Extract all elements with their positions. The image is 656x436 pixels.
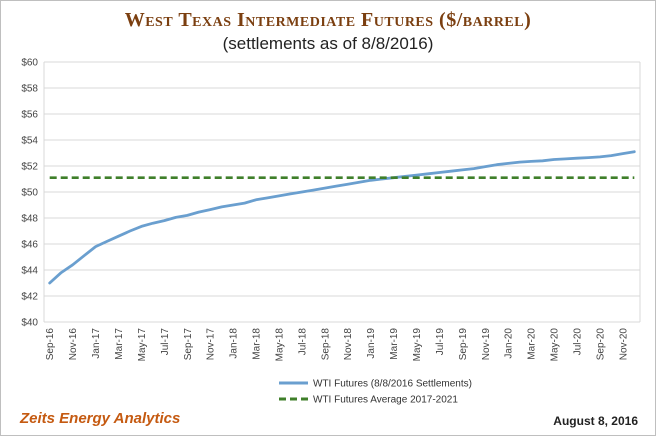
legend-label-average: WTI Futures Average 2017-2021: [313, 395, 458, 406]
y-axis-ticks: $40 $42 $44 $46 $48 $50 $52 $54 $56 $58 $60: [21, 58, 38, 329]
x-axis-ticks: Sep-16 Nov-16 Jan-17 Mar-17 May-17 Jul-17 Sep-…: [45, 328, 629, 362]
gridlines: [43, 61, 641, 323]
y-tick-label: $40: [21, 318, 38, 329]
series-lines: [48, 150, 636, 285]
x-tick-label: May-20: [550, 328, 561, 362]
x-tick-label: Mar-18: [252, 328, 263, 360]
y-tick-label: $44: [21, 266, 38, 277]
x-tick-label: May-19: [412, 328, 423, 362]
x-tick-label: Jan-17: [91, 328, 102, 359]
chart-subtitle: (settlements as of 8/8/2016): [222, 34, 434, 53]
y-tick-label: $56: [21, 110, 38, 121]
x-tick-label: Jul-19: [435, 328, 446, 356]
x-tick-label: Mar-19: [389, 328, 400, 360]
x-tick-label: Jul-20: [572, 328, 583, 356]
y-tick-label: $46: [21, 240, 38, 251]
x-tick-label: Nov-17: [206, 328, 217, 361]
wti-futures-line: [48, 150, 636, 285]
y-tick-label: $60: [21, 58, 38, 69]
x-tick-label: May-17: [137, 328, 148, 362]
x-tick-label: Nov-19: [481, 328, 492, 361]
legend-label-futures: WTI Futures (8/8/2016 Settlements): [313, 379, 472, 390]
y-tick-label: $52: [21, 162, 38, 173]
y-tick-label: $48: [21, 214, 38, 225]
x-tick-label: Jan-19: [366, 328, 377, 359]
x-tick-label: Jan-20: [504, 328, 515, 359]
chart-title: West Texas Intermediate Futures ($/barre…: [124, 9, 532, 31]
x-tick-label: Jul-17: [160, 328, 171, 356]
x-tick-label: Sep-19: [458, 328, 469, 361]
x-tick-label: Sep-18: [320, 328, 331, 361]
x-tick-label: Nov-20: [618, 328, 629, 361]
y-tick-label: $42: [21, 292, 38, 303]
x-tick-label: Jul-18: [297, 328, 308, 356]
x-tick-label: Nov-16: [68, 328, 79, 361]
date-label: August 8, 2016: [553, 414, 638, 428]
x-tick-label: Mar-20: [527, 328, 538, 360]
y-tick-label: $50: [21, 188, 38, 199]
x-tick-label: Mar-17: [114, 328, 125, 360]
y-tick-label: $54: [21, 136, 38, 147]
x-tick-label: Sep-20: [595, 328, 606, 361]
y-tick-label: $58: [21, 84, 38, 95]
legend: WTI Futures (8/8/2016 Settlements) WTI Fu…: [279, 379, 472, 406]
x-tick-label: Nov-18: [343, 328, 354, 361]
x-tick-label: May-18: [274, 328, 285, 362]
x-tick-label: Sep-16: [45, 328, 56, 361]
x-tick-label: Sep-17: [183, 328, 194, 361]
source-label: Zeits Energy Analytics: [20, 410, 181, 427]
x-tick-label: Jan-18: [229, 328, 240, 359]
